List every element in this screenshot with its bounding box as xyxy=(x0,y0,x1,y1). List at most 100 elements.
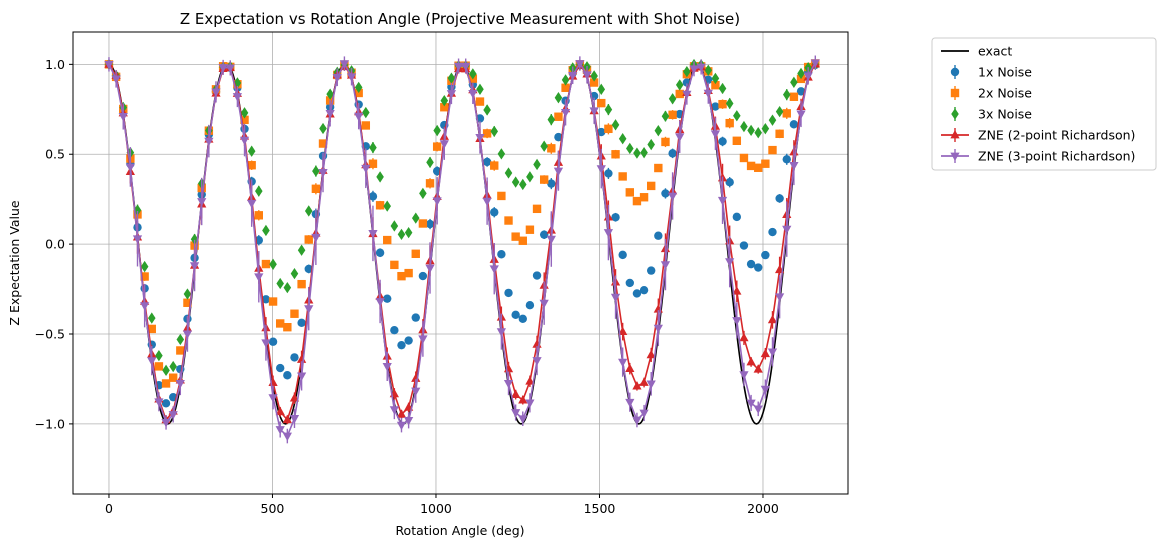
data-point xyxy=(404,226,413,239)
data-point xyxy=(647,266,656,275)
data-point xyxy=(325,110,335,119)
data-point xyxy=(532,204,542,214)
data-point xyxy=(661,189,670,198)
data-point xyxy=(746,356,756,366)
chart-title: Z Expectation vs Rotation Angle (Project… xyxy=(180,10,740,28)
data-point xyxy=(761,159,770,168)
data-point xyxy=(475,134,485,143)
data-point xyxy=(533,158,541,171)
data-point xyxy=(147,312,156,324)
legend-label: exact xyxy=(978,44,1012,59)
data-point xyxy=(154,362,164,371)
data-point xyxy=(375,248,385,257)
data-point xyxy=(810,59,820,68)
data-point xyxy=(725,97,734,110)
data-point xyxy=(596,165,606,174)
data-point xyxy=(746,161,756,171)
data-point xyxy=(297,279,306,289)
data-point xyxy=(660,261,671,270)
data-point xyxy=(739,153,749,163)
data-point xyxy=(496,328,506,337)
data-point xyxy=(276,277,284,290)
legend-item: exact xyxy=(941,44,1012,59)
data-point xyxy=(626,142,634,155)
data-point xyxy=(754,127,763,139)
data-point xyxy=(654,124,663,137)
data-point xyxy=(518,178,527,191)
data-point xyxy=(490,161,499,170)
data-point xyxy=(625,278,634,288)
data-point xyxy=(418,335,428,344)
data-point xyxy=(561,83,570,92)
data-point xyxy=(176,333,185,346)
data-point xyxy=(396,409,407,418)
data-point xyxy=(654,231,663,240)
data-point xyxy=(297,318,306,328)
data-point xyxy=(782,155,791,164)
data-point xyxy=(760,385,770,395)
data-point xyxy=(433,124,441,137)
data-point xyxy=(368,230,378,239)
data-point xyxy=(597,127,606,137)
data-point xyxy=(162,364,170,376)
data-point xyxy=(411,313,420,322)
data-point xyxy=(140,260,149,273)
data-point xyxy=(675,79,684,91)
data-point xyxy=(104,60,114,70)
data-point xyxy=(397,340,406,350)
legend-marker xyxy=(950,152,960,162)
data-point xyxy=(311,233,321,243)
data-point xyxy=(318,139,328,148)
data-point xyxy=(782,225,792,235)
x-axis: 0 500 1000 1500 2000 xyxy=(105,494,779,516)
data-point xyxy=(304,305,314,314)
data-point xyxy=(453,62,464,72)
x-tick-label: 1500 xyxy=(584,501,616,516)
data-point xyxy=(639,193,649,202)
data-point xyxy=(489,265,499,274)
legend-item: 2x Noise xyxy=(950,86,1032,101)
data-point xyxy=(440,95,449,107)
data-point xyxy=(710,130,721,139)
plot-area xyxy=(104,55,820,444)
data-point xyxy=(590,70,598,82)
data-point xyxy=(711,81,720,90)
data-point xyxy=(539,299,549,309)
data-point xyxy=(732,212,742,222)
data-point xyxy=(482,129,492,138)
legend-marker xyxy=(950,67,960,77)
data-point xyxy=(767,314,778,324)
data-point xyxy=(147,357,157,366)
data-point xyxy=(725,118,734,128)
data-point xyxy=(361,164,371,174)
data-point xyxy=(404,416,414,426)
data-point xyxy=(661,137,670,147)
data-point xyxy=(290,267,299,280)
data-point xyxy=(389,406,399,415)
series-3x-noise xyxy=(105,58,820,376)
data-point xyxy=(268,394,278,403)
data-point xyxy=(661,110,670,122)
data-point xyxy=(760,348,770,358)
data-point xyxy=(326,88,334,100)
data-point xyxy=(183,288,192,300)
data-point xyxy=(425,179,435,188)
data-point xyxy=(753,405,763,414)
data-point xyxy=(597,83,606,96)
data-point xyxy=(739,332,749,342)
data-point xyxy=(132,235,143,244)
data-point xyxy=(775,105,784,118)
data-point xyxy=(176,346,185,355)
data-point xyxy=(667,192,678,202)
data-point xyxy=(747,124,755,137)
series-zne-3-point-richardson xyxy=(104,55,820,444)
data-point xyxy=(511,409,521,418)
data-point xyxy=(475,97,485,106)
legend-item: 3x Noise xyxy=(951,107,1032,122)
data-point xyxy=(283,371,292,380)
data-point xyxy=(439,140,449,149)
data-point xyxy=(518,415,528,424)
data-point xyxy=(118,113,128,122)
data-point xyxy=(797,67,805,80)
